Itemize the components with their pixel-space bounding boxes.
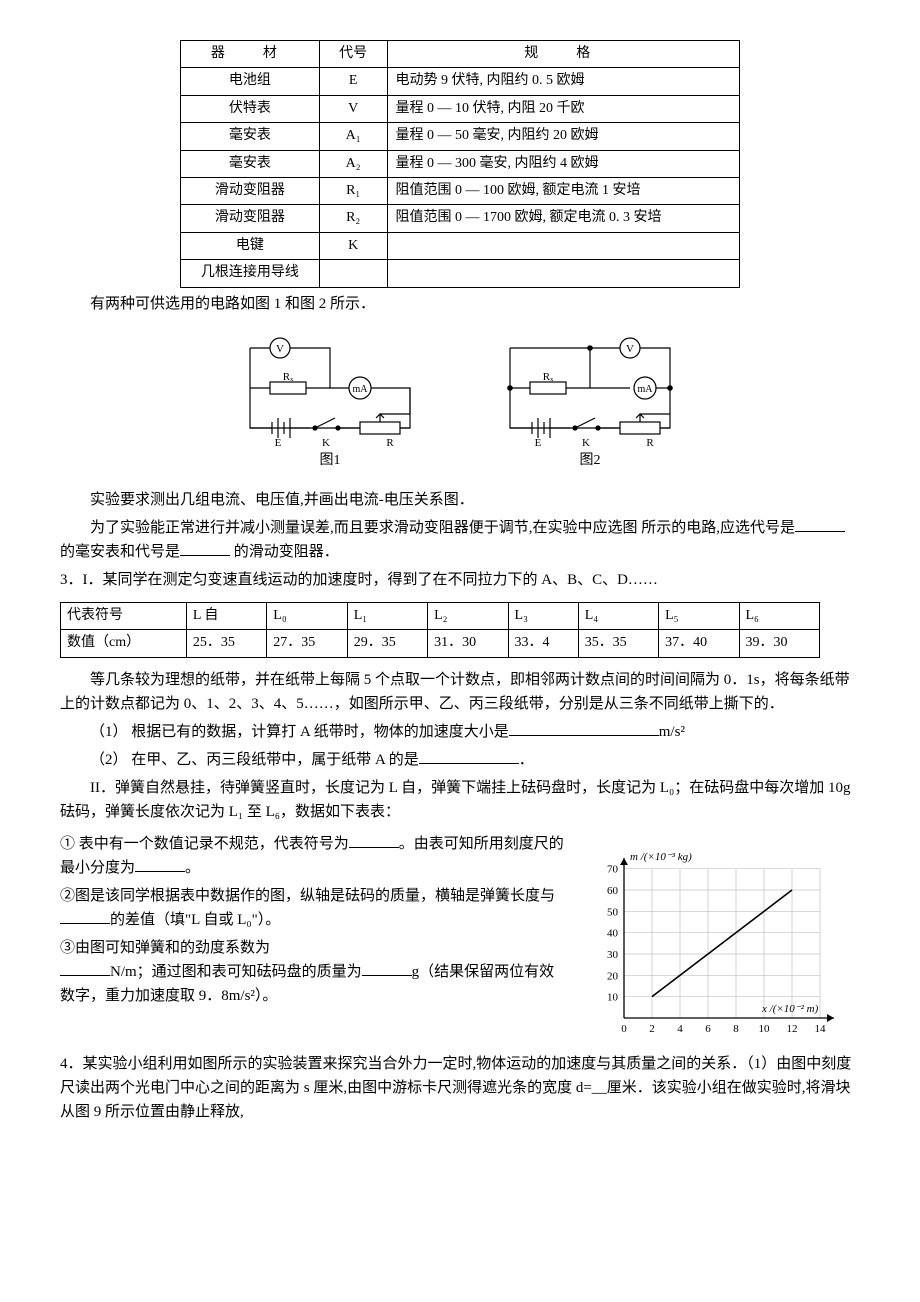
svg-text:40: 40 — [607, 927, 619, 939]
blank-min-div — [135, 856, 185, 872]
svg-text:10: 10 — [759, 1023, 771, 1035]
svg-text:30: 30 — [607, 949, 619, 961]
circuit-intro: 有两种可供选用的电路如图 1 和图 2 所示． — [60, 292, 860, 316]
svg-text:4: 4 — [677, 1023, 683, 1035]
blank-bad-symbol — [349, 832, 399, 848]
svg-text:x /(×10⁻² m): x /(×10⁻² m) — [761, 1003, 819, 1015]
col-header-equipment: 器 材 — [181, 41, 320, 68]
svg-text:R: R — [386, 437, 394, 448]
svg-text:10: 10 — [607, 991, 619, 1003]
circuit-1-label: 图1 — [230, 450, 430, 472]
equipment-row: 电键K — [181, 232, 740, 259]
svg-text:mA: mA — [638, 384, 654, 395]
svg-text:20: 20 — [607, 970, 619, 982]
blank-rheostat-code — [180, 540, 230, 556]
svg-text:2: 2 — [649, 1023, 655, 1035]
svg-text:V: V — [626, 343, 634, 355]
blank-spring-constant — [60, 960, 110, 976]
equipment-row: 毫安表A₂量程 0 — 300 毫安, 内阻约 4 欧姆 — [181, 150, 740, 177]
q3-ii-intro: II．弹簧自然悬挂，待弹簧竖直时，长度记为 L 自，弹簧下端挂上砝码盘时，长度记… — [60, 776, 860, 824]
circuit-1-svg: V mA Rₓ E — [230, 328, 430, 448]
q3-ii-content: ① 表中有一个数值记录不规范，代表符号为。由表可知所用刻度尺的最小分度为。 ②图… — [60, 828, 860, 1048]
svg-text:R: R — [646, 437, 654, 448]
blank-x-axis-ref — [60, 908, 110, 924]
circuit-diagrams-row: V mA Rₓ E — [60, 328, 860, 472]
equipment-row: 电池组E电动势 9 伏特, 内阻约 0. 5 欧姆 — [181, 68, 740, 95]
q2-paragraph-1: 实验要求测出几组电流、电压值,并画出电流-电压关系图． — [60, 488, 860, 512]
table-header-row: 器 材 代号 规 格 — [181, 41, 740, 68]
svg-text:50: 50 — [607, 906, 619, 918]
svg-text:K: K — [322, 437, 330, 448]
col-header-code: 代号 — [319, 41, 387, 68]
svg-text:mA: mA — [353, 384, 369, 395]
blank-acceleration — [509, 720, 659, 736]
q3-i-2: （2） 在甲、乙、丙三段纸带中，属于纸带 A 的是． — [60, 748, 860, 772]
circuit-2: V Rₓ mA — [490, 328, 690, 472]
svg-text:E: E — [275, 437, 282, 448]
blank-ammeter-code — [795, 516, 845, 532]
q4-text: 4．某实验小组利用如图所示的实验装置来探究当合外力一定时,物体运动的加速度与其质… — [60, 1052, 860, 1124]
q3-i-1: （1） 根据已有的数据，计算打 A 纸带时，物体的加速度大小是m/s² — [60, 720, 860, 744]
circuit-2-label: 图2 — [490, 450, 690, 472]
svg-text:6: 6 — [705, 1023, 711, 1035]
mass-vs-extension-graph: 0 2 4 6 8 10 12 14 10 20 30 40 50 60 70 m /(×10⁻³ kg) x … — [580, 828, 860, 1048]
blank-tray-mass — [362, 960, 412, 976]
svg-text:70: 70 — [607, 863, 619, 875]
svg-text:Rₓ: Rₓ — [283, 371, 294, 383]
q3-title: 3．I．某同学在测定匀变速直线运动的加速度时，得到了在不同拉力下的 A、B、C、… — [60, 568, 860, 592]
col-header-spec: 规 格 — [387, 41, 740, 68]
table-row: 数值（cm） 25．35 27．35 29．35 31．30 33．4 35．3… — [61, 630, 820, 657]
svg-text:12: 12 — [787, 1023, 798, 1035]
svg-text:Rₓ: Rₓ — [543, 371, 554, 383]
svg-text:14: 14 — [815, 1023, 827, 1035]
table-row: 代表符号 L 自 L₀ L₁ L₂ L₃ L₄ L₅ L₆ — [61, 602, 820, 629]
equipment-row: 毫安表A₁量程 0 — 50 毫安, 内阻约 20 欧姆 — [181, 123, 740, 150]
graph-svg: 0 2 4 6 8 10 12 14 10 20 30 40 50 60 70 m /(×10⁻³ kg) x … — [580, 828, 860, 1048]
spring-data-table: 代表符号 L 自 L₀ L₁ L₂ L₃ L₄ L₅ L₆ 数值（cm） 25．… — [60, 602, 820, 658]
svg-text:8: 8 — [733, 1023, 739, 1035]
q3-i-intro: 等几条较为理想的纸带，并在纸带上每隔 5 个点取一个计数点，即相邻两计数点间的时… — [60, 668, 860, 716]
svg-text:V: V — [276, 343, 284, 355]
svg-text:60: 60 — [607, 885, 619, 897]
circuit-1: V mA Rₓ E — [230, 328, 430, 472]
equipment-row: 伏特表V量程 0 — 10 伏特, 内阻 20 千欧 — [181, 95, 740, 122]
equipment-row: 几根连接用导线 — [181, 260, 740, 287]
q2-paragraph-2: 为了实验能正常进行并减小测量误差,而且要求滑动变阻器便于调节,在实验中应选图 所… — [60, 516, 860, 564]
svg-text:K: K — [582, 437, 590, 448]
equipment-table: 器 材 代号 规 格 电池组E电动势 9 伏特, 内阻约 0. 5 欧姆 伏特表… — [180, 40, 740, 288]
svg-text:E: E — [535, 437, 542, 448]
equipment-row: 滑动变阻器R₂阻值范围 0 — 1700 欧姆, 额定电流 0. 3 安培 — [181, 205, 740, 232]
equipment-row: 滑动变阻器R₁阻值范围 0 — 100 欧姆, 额定电流 1 安培 — [181, 177, 740, 204]
q3-ii-text: ① 表中有一个数值记录不规范，代表符号为。由表可知所用刻度尺的最小分度为。 ②图… — [60, 828, 568, 1012]
blank-tape-a — [419, 748, 519, 764]
circuit-2-svg: V Rₓ mA — [490, 328, 690, 448]
svg-text:0: 0 — [621, 1023, 627, 1035]
svg-text:m /(×10⁻³ kg): m /(×10⁻³ kg) — [630, 851, 692, 863]
